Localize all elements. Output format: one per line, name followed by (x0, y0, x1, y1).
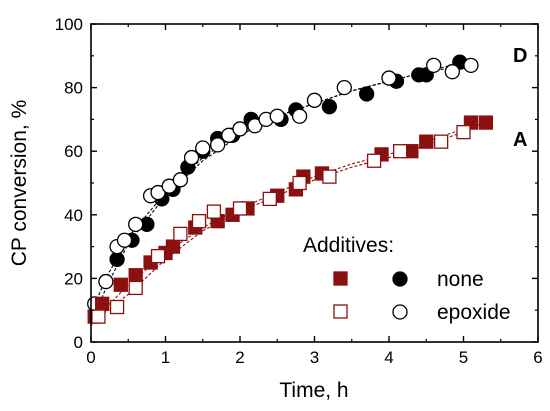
x-tick-label: 1 (161, 348, 170, 367)
data-point-A-epoxide (232, 201, 248, 216)
data-point-D-epoxide (336, 79, 352, 96)
data-point-A-epoxide (191, 214, 207, 229)
data-point-D-epoxide (116, 232, 133, 248)
data-point-D-epoxide (291, 108, 308, 124)
legend-title: Additives: (303, 234, 394, 257)
x-tick-label: 3 (310, 348, 319, 367)
data-point-A-epoxide (456, 124, 471, 140)
data-point-D-epoxide (269, 108, 285, 124)
data-point-D-epoxide (463, 57, 479, 73)
data-point-D-epoxide (128, 216, 144, 232)
data-markers (87, 54, 494, 324)
data-point-D-epoxide (98, 273, 114, 290)
legend-marker-epoxide-square (333, 304, 348, 319)
data-point-A-epoxide (173, 226, 188, 242)
data-point-D-epoxide (444, 64, 460, 80)
data-point-A-epoxide (150, 248, 166, 264)
data-point-A-epoxide (292, 175, 307, 191)
data-point-A-none (478, 115, 494, 130)
data-point-D-epoxide (172, 172, 189, 188)
x-tick-label: 6 (533, 348, 542, 367)
data-point-D-epoxide (195, 140, 211, 156)
data-point-A-epoxide (109, 299, 125, 315)
data-point-D-epoxide (232, 121, 248, 137)
data-point-D-none (109, 251, 125, 267)
data-point-A-epoxide (433, 134, 449, 149)
x-tick-label: 4 (384, 348, 393, 367)
data-point-A-none (113, 277, 128, 292)
legend: Additives: none epoxide (303, 234, 511, 324)
y-tick-label: 40 (64, 206, 83, 225)
data-point-D-epoxide (381, 70, 397, 86)
data-point-A-epoxide (206, 204, 222, 219)
legend-marker-epoxide-circle (392, 304, 408, 320)
x-axis-title: Time, h (279, 379, 348, 402)
x-tick-label: 0 (86, 348, 95, 367)
y-tick-label: 0 (74, 333, 83, 352)
curve-label-D: D (513, 45, 527, 67)
data-point-A-none (95, 296, 110, 311)
y-tick-label: 80 (64, 79, 83, 98)
legend-marker-none-square (333, 271, 348, 286)
data-point-A-epoxide (91, 309, 106, 324)
data-point-A-epoxide (262, 191, 277, 207)
data-point-A-none (128, 268, 143, 283)
data-point-A-epoxide (393, 144, 408, 159)
data-point-D-epoxide (183, 149, 200, 166)
data-point-D-none (358, 86, 375, 102)
x-tick-label: 5 (459, 348, 468, 367)
x-tick-label: 2 (235, 348, 244, 367)
y-axis-title: CP conversion, % (8, 100, 31, 267)
data-point-A-epoxide (128, 280, 143, 296)
data-point-A-epoxide (322, 169, 337, 184)
legend-label-none: none (437, 268, 484, 291)
legend-label-epoxide: epoxide (437, 301, 511, 324)
data-point-D-epoxide (209, 137, 226, 153)
data-point-D-epoxide (306, 92, 323, 108)
data-point-D-none (321, 99, 338, 115)
data-point-A-none (165, 239, 181, 254)
data-point-A-none (419, 134, 434, 149)
y-tick-label: 60 (64, 142, 83, 161)
data-point-D-epoxide (426, 57, 442, 73)
y-tick-label: 100 (55, 15, 83, 34)
legend-marker-none-circle (392, 271, 408, 287)
y-tick-label: 20 (64, 269, 83, 288)
data-point-A-epoxide (366, 153, 382, 168)
curve-label-A: A (513, 129, 527, 151)
